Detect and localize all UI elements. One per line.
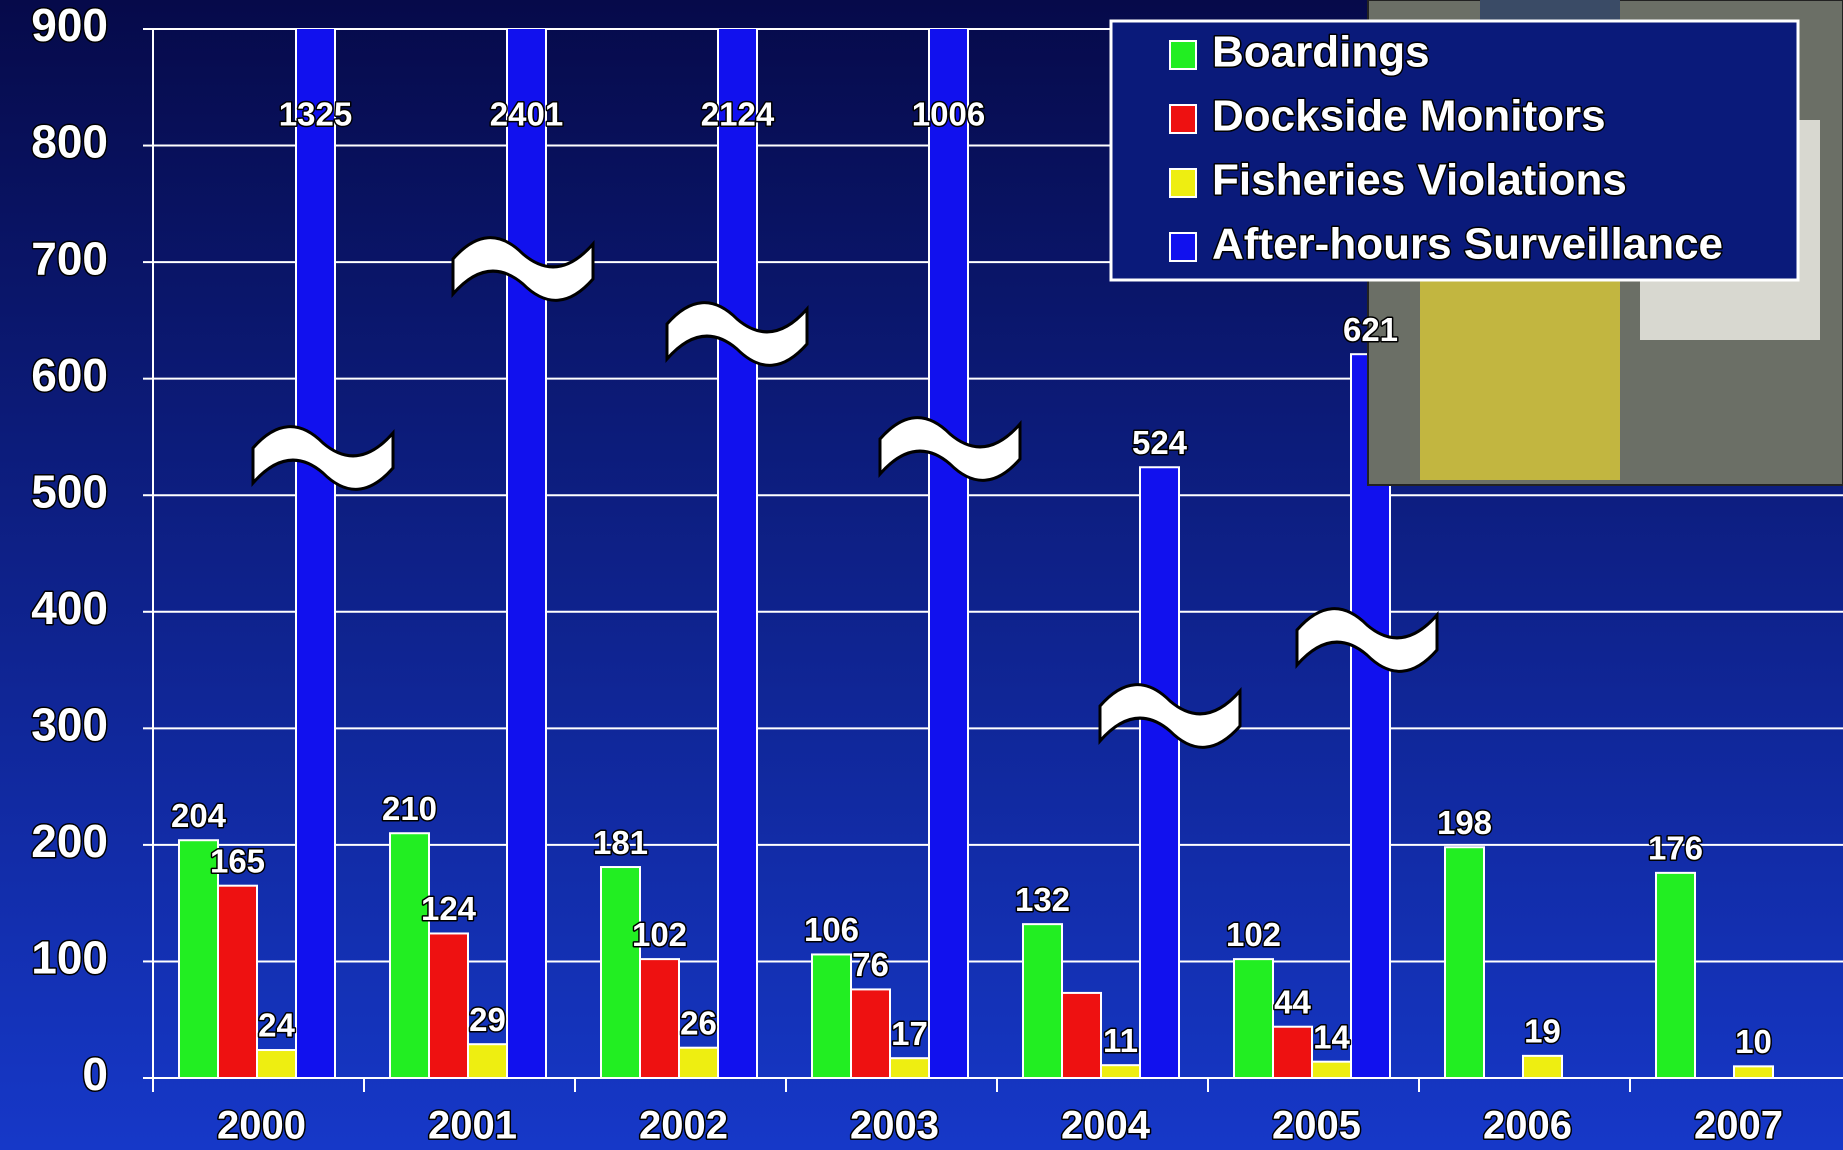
x-tick-label: 2002: [639, 1104, 728, 1148]
y-tick-label: 400: [31, 582, 108, 634]
data-label: 1325: [279, 96, 352, 133]
data-label: 106: [804, 911, 859, 948]
data-label: 176: [1648, 830, 1703, 867]
bar: [929, 0, 968, 1078]
data-label: 210: [382, 790, 437, 827]
data-label: 165: [210, 842, 265, 879]
x-tick-label: 2006: [1483, 1104, 1572, 1148]
data-label: 2124: [701, 96, 775, 133]
bar: [640, 959, 679, 1078]
bar: [1101, 1065, 1140, 1078]
bar: [296, 0, 335, 1078]
bar: [1062, 993, 1101, 1078]
data-label: 524: [1132, 424, 1188, 461]
bar: [890, 1058, 929, 1078]
bar: [468, 1044, 507, 1078]
data-label: 204: [171, 797, 227, 834]
chart: Boardings Dockside Monitors Fisheries Viol…: [0, 0, 1843, 1150]
bar: [851, 989, 890, 1078]
y-tick-label: 900: [31, 0, 108, 51]
legend-label: Dockside Monitors: [1212, 92, 1606, 141]
data-label: 10: [1735, 1023, 1772, 1060]
data-label: 1006: [912, 96, 985, 133]
y-tick-label: 0: [82, 1048, 108, 1100]
x-tick-label: 2003: [850, 1104, 939, 1148]
x-tick-label: 2004: [1061, 1104, 1151, 1148]
data-label: 11: [1103, 1022, 1138, 1059]
x-tick-label: 2005: [1272, 1104, 1361, 1148]
data-label: 102: [632, 916, 687, 953]
data-label: 198: [1437, 804, 1492, 841]
bar: [1734, 1066, 1773, 1078]
legend: Boardings Dockside Monitors Fisheries Viol…: [1111, 21, 1798, 280]
data-label: 44: [1274, 983, 1311, 1020]
bar: [679, 1048, 718, 1078]
data-label: 19: [1524, 1013, 1561, 1050]
bar: [601, 867, 640, 1078]
data-label: 124: [421, 890, 477, 927]
data-label: 24: [258, 1007, 295, 1044]
legend-label: Fisheries Violations: [1212, 156, 1627, 205]
bar: [812, 954, 851, 1078]
y-tick-label: 100: [31, 932, 108, 984]
bar: [1234, 959, 1273, 1078]
data-label: 2401: [490, 96, 563, 133]
legend-swatch: [1170, 105, 1196, 133]
data-label: 76: [852, 946, 889, 983]
bar: [1273, 1027, 1312, 1078]
data-label: 17: [891, 1015, 928, 1052]
y-tick-label: 500: [31, 465, 108, 517]
bar: [390, 833, 429, 1078]
bar: [1656, 873, 1695, 1078]
y-tick-label: 700: [31, 232, 108, 284]
bar: [1023, 924, 1062, 1078]
y-tick-label: 800: [31, 116, 108, 168]
data-label: 181: [593, 824, 648, 861]
bar: [1445, 847, 1484, 1078]
y-tick-label: 600: [31, 349, 108, 401]
data-label: 29: [469, 1001, 506, 1038]
y-tick-label: 200: [31, 815, 108, 867]
legend-label: After-hours Surveillance: [1212, 220, 1723, 269]
x-tick-label: 2001: [428, 1104, 517, 1148]
legend-label: Boardings: [1212, 28, 1430, 77]
bar: [257, 1050, 296, 1078]
bar: [507, 0, 546, 1078]
y-tick-label: 300: [31, 698, 108, 750]
legend-swatch: [1170, 169, 1196, 197]
bar: [1312, 1062, 1351, 1078]
bar: [718, 0, 757, 1078]
legend-swatch: [1170, 41, 1196, 69]
data-label: 26: [680, 1004, 717, 1041]
data-label: 621: [1343, 311, 1398, 348]
bar: [1140, 467, 1179, 1078]
bar: [1523, 1056, 1562, 1078]
bar: [429, 933, 468, 1078]
bar: [218, 886, 257, 1078]
data-label: 14: [1313, 1018, 1350, 1055]
legend-swatch: [1170, 233, 1196, 261]
data-label: 132: [1015, 881, 1070, 918]
x-tick-label: 2000: [217, 1104, 306, 1148]
x-tick-label: 2007: [1694, 1104, 1783, 1148]
data-label: 102: [1226, 916, 1281, 953]
